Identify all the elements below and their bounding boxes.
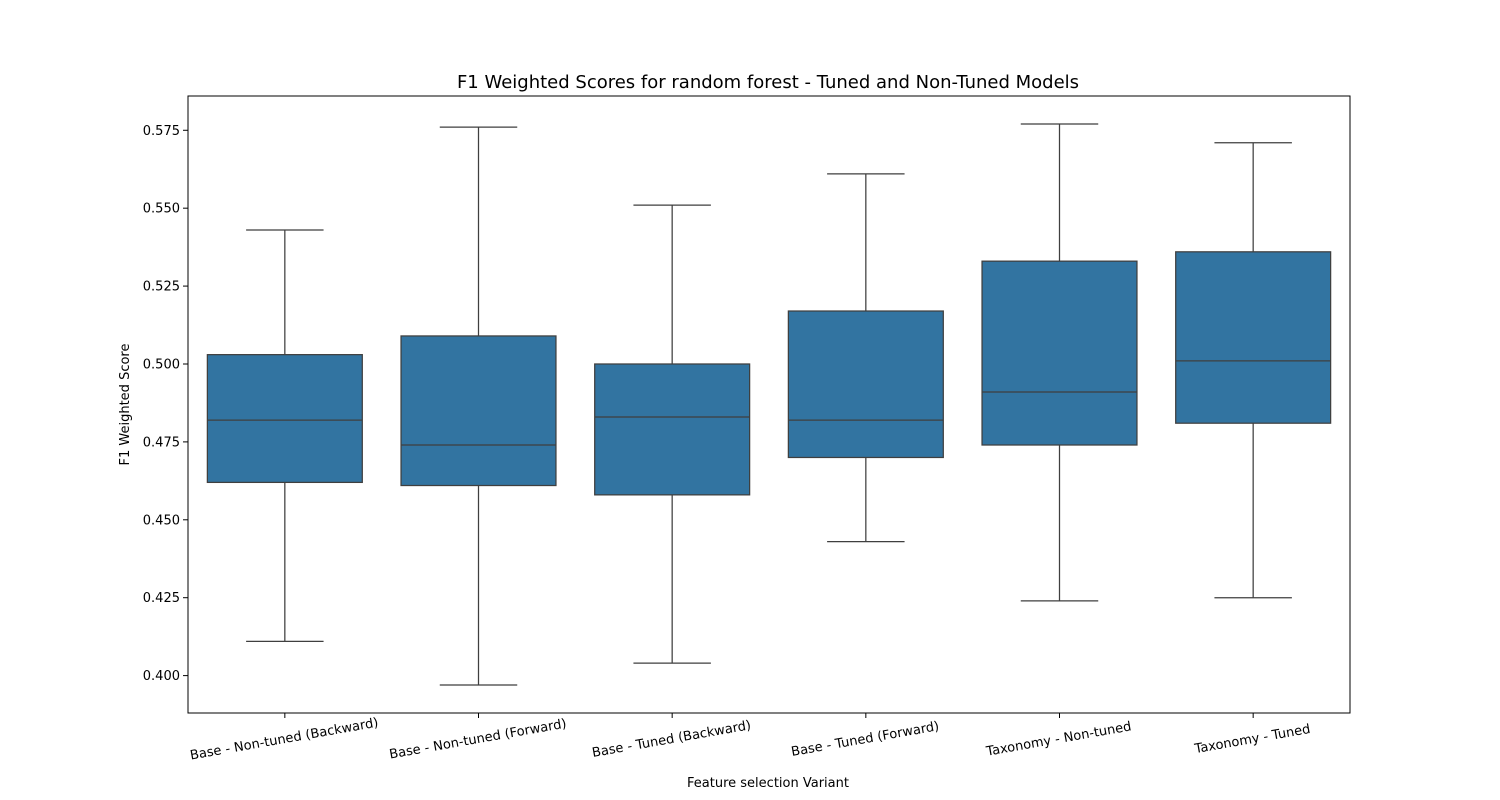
box-iqr bbox=[400, 335, 557, 487]
box-group bbox=[594, 204, 751, 664]
box-iqr bbox=[206, 354, 363, 484]
y-tick-label: 0.500 bbox=[143, 357, 180, 372]
x-axis-label: Feature selection Variant bbox=[687, 776, 849, 791]
y-tick-label: 0.425 bbox=[143, 591, 180, 606]
box-group bbox=[206, 229, 363, 642]
y-tick-label: 0.550 bbox=[143, 202, 180, 217]
y-axis: 0.400 0.425 0.450 0.475 0.500 0.525 0.550 0.575 bbox=[143, 124, 188, 684]
y-tick-label: 0.475 bbox=[143, 435, 180, 450]
box-iqr bbox=[981, 260, 1138, 446]
box-group bbox=[1175, 142, 1332, 599]
plot-area bbox=[206, 123, 1332, 686]
y-axis-label: F1 Weighted Score bbox=[118, 344, 133, 466]
box-iqr bbox=[1175, 251, 1332, 424]
y-tick-label: 0.525 bbox=[143, 280, 180, 295]
box-group bbox=[787, 173, 944, 543]
box-group bbox=[981, 123, 1138, 602]
y-tick-label: 0.400 bbox=[143, 669, 180, 684]
chart-title: F1 Weighted Scores for random forest - T… bbox=[457, 72, 1079, 93]
axes-frame bbox=[187, 95, 1351, 714]
y-tick-label: 0.450 bbox=[143, 513, 180, 528]
box-group bbox=[400, 126, 557, 686]
y-tick-label: 0.575 bbox=[143, 124, 180, 139]
box-iqr bbox=[594, 363, 751, 496]
box-iqr bbox=[787, 310, 944, 459]
